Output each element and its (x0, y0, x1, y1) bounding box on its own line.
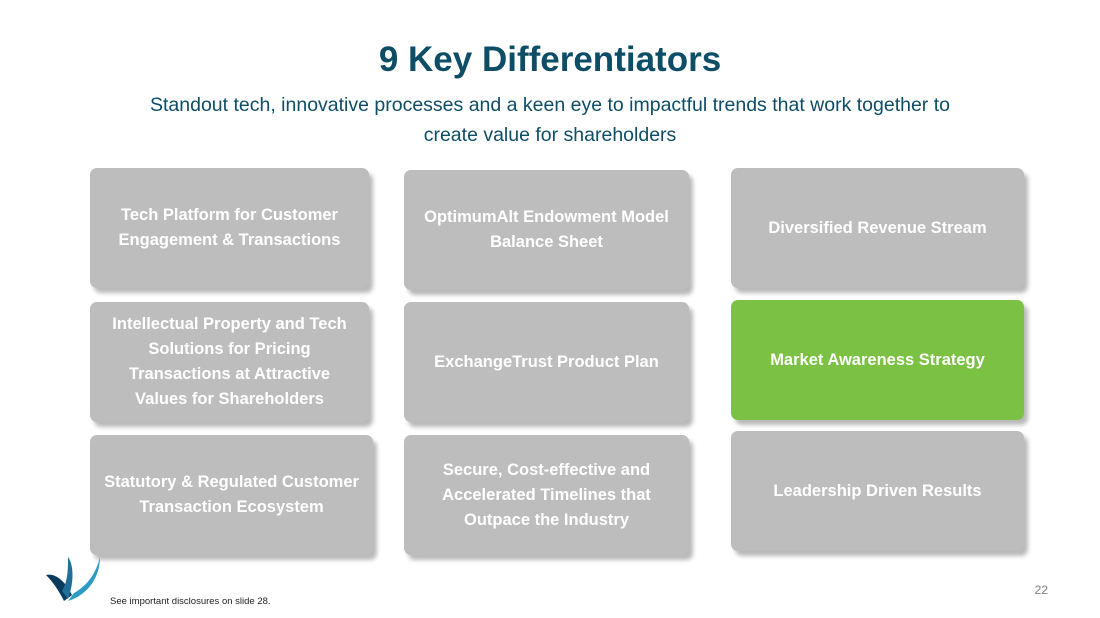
card-leadership-results[interactable]: Leadership Driven Results (731, 431, 1024, 551)
card-label: Diversified Revenue Stream (768, 218, 987, 237)
card-optimumalt-endowment[interactable]: OptimumAlt Endowment Model Balance Sheet (404, 170, 689, 290)
card-diversified-revenue[interactable]: Diversified Revenue Stream (731, 168, 1024, 288)
card-secure-timelines[interactable]: Secure, Cost-effective and Accelerated T… (404, 435, 689, 555)
card-label: ExchangeTrust Product Plan (434, 352, 659, 371)
slide-title: 9 Key Differentiators (378, 40, 722, 79)
card-market-awareness[interactable]: Market Awareness Strategy (731, 300, 1024, 420)
disclosure-note: See important disclosures on slide 28. (110, 596, 271, 607)
card-label: Intellectual Property and Tech Solutions… (112, 315, 347, 408)
card-label: Market Awareness Strategy (770, 350, 985, 369)
card-label: Leadership Driven Results (773, 481, 982, 500)
card-exchangetrust-plan[interactable]: ExchangeTrust Product Plan (404, 302, 689, 422)
company-logo-icon (46, 557, 100, 601)
card-label: OptimumAlt Endowment Model Balance Sheet (424, 208, 669, 251)
card-label: Secure, Cost-effective and Accelerated T… (442, 460, 651, 529)
card-label: Tech Platform for Customer Engagement & … (118, 206, 341, 249)
card-label: Statutory & Regulated Customer Transacti… (104, 473, 359, 516)
card-tech-platform[interactable]: Tech Platform for Customer Engagement & … (90, 168, 369, 288)
card-statutory-ecosystem[interactable]: Statutory & Regulated Customer Transacti… (90, 435, 373, 555)
slide-subtitle: Standout tech, innovative processes and … (150, 94, 950, 146)
card-intellectual-property[interactable]: Intellectual Property and Tech Solutions… (90, 302, 369, 422)
page-number: 22 (1034, 583, 1048, 597)
